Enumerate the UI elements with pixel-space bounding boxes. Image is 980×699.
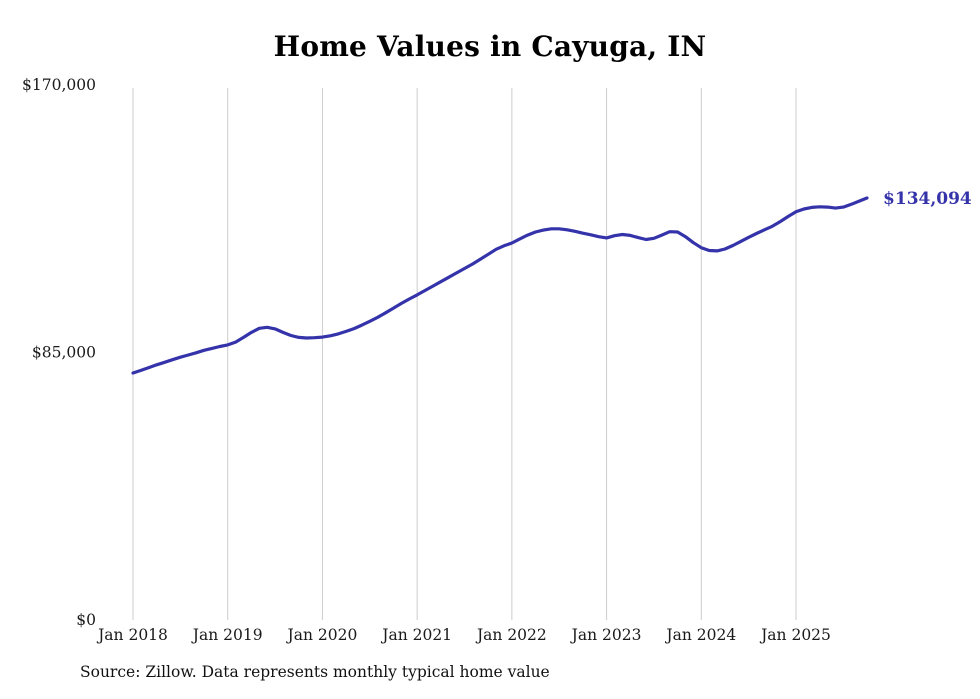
y-tick-label: $85,000 [32, 344, 96, 362]
x-tick-label: Jan 2019 [191, 626, 263, 644]
end-value-label: $134,094 [883, 189, 972, 209]
y-tick-label: $170,000 [22, 76, 96, 94]
source-note: Source: Zillow. Data represents monthly … [80, 663, 550, 681]
x-tick-label: Jan 2018 [96, 626, 168, 644]
chart-title: Home Values in Cayuga, IN [273, 30, 707, 63]
x-tick-label: Jan 2021 [380, 626, 452, 644]
x-tick-label: Jan 2024 [664, 626, 736, 644]
y-tick-label: $0 [76, 611, 96, 629]
x-tick-label: Jan 2020 [286, 626, 358, 644]
x-tick-label: Jan 2023 [570, 626, 642, 644]
x-tick-label: Jan 2022 [475, 626, 547, 644]
x-tick-label: Jan 2025 [759, 626, 831, 644]
series-line [131, 196, 869, 375]
